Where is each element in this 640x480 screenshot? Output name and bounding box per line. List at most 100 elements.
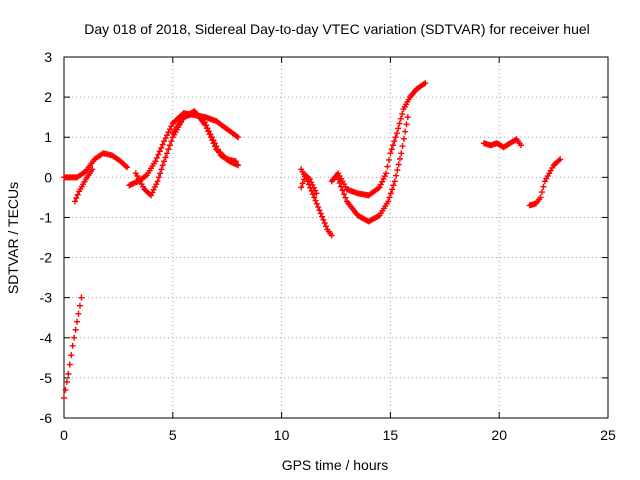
data-point (400, 135, 407, 142)
data-point (383, 170, 390, 177)
chart-title: Day 018 of 2018, Sidereal Day-to-day VTE… (84, 21, 590, 37)
y-tick-label: -2 (40, 250, 53, 266)
data-point (74, 191, 81, 198)
data-point (152, 158, 159, 165)
y-tick-label: -5 (40, 370, 53, 386)
data-point (320, 216, 327, 223)
data-point (335, 176, 342, 183)
y-tick-label: 1 (44, 129, 52, 145)
data-point (388, 146, 395, 153)
data-point (538, 189, 545, 196)
data-point (422, 80, 429, 87)
data-point (381, 173, 388, 180)
data-point (391, 138, 398, 145)
data-point (207, 134, 214, 141)
data-point (309, 191, 316, 198)
data-point (315, 204, 322, 211)
data-point (384, 163, 391, 170)
data-point (392, 134, 399, 141)
data-point (338, 183, 345, 190)
data-point (393, 172, 400, 179)
data-point (387, 190, 394, 197)
data-point (339, 187, 346, 194)
data-point (202, 122, 209, 129)
series-seg-l (526, 156, 564, 209)
data-point (540, 183, 547, 190)
data-point (71, 198, 78, 205)
data-point (165, 146, 172, 153)
data-point (158, 166, 165, 173)
data-point (402, 128, 409, 135)
data-point (313, 190, 320, 197)
data-point (211, 143, 218, 150)
data-point (78, 294, 85, 301)
series-seg-f (169, 108, 239, 165)
series-seg-h (298, 172, 320, 197)
data-point (161, 158, 168, 165)
data-point (162, 154, 169, 161)
data-point (159, 162, 166, 169)
data-point (385, 156, 392, 163)
data-point (316, 207, 323, 214)
data-point (74, 318, 81, 325)
data-point (76, 302, 83, 309)
data-point (151, 183, 158, 190)
y-tick-label: -6 (40, 410, 53, 426)
data-point (66, 361, 73, 368)
x-tick-label: 25 (600, 427, 616, 443)
data-point (386, 194, 393, 201)
y-tick-label: 0 (44, 169, 52, 185)
data-point (235, 162, 242, 169)
data-point (342, 194, 349, 201)
data-point (387, 150, 394, 157)
data-point (311, 194, 318, 201)
data-point (69, 342, 76, 349)
data-point (298, 184, 305, 191)
data-point (385, 198, 392, 205)
data-point (379, 178, 386, 185)
series-seg-k (480, 136, 524, 151)
data-point (62, 386, 69, 393)
data-point (65, 370, 72, 377)
data-point (165, 129, 172, 136)
data-point (210, 140, 217, 147)
y-tick-label: -1 (40, 209, 53, 225)
data-point (299, 180, 306, 187)
data-point (163, 150, 170, 157)
data-point (72, 326, 79, 333)
data-point (340, 191, 347, 198)
data-point (155, 174, 162, 181)
data-point (313, 200, 320, 207)
data-point (168, 138, 175, 145)
x-tick-label: 5 (169, 427, 177, 443)
data-point (328, 232, 335, 239)
data-point (75, 310, 82, 317)
data-point (380, 175, 387, 182)
data-point (403, 121, 410, 128)
data-point (166, 126, 173, 133)
data-point (393, 130, 400, 137)
data-point (153, 181, 160, 188)
data-point (557, 156, 564, 163)
data-point (390, 142, 397, 149)
grid-lines (64, 57, 608, 418)
data-point (63, 378, 70, 385)
data-point (71, 334, 78, 341)
y-tick-label: 2 (44, 89, 52, 105)
data-point (157, 170, 164, 177)
data-point (89, 166, 96, 173)
data-point (155, 151, 162, 158)
data-point (158, 144, 165, 151)
data-point (397, 115, 404, 122)
series-seg-c (61, 294, 85, 401)
data-point (389, 186, 396, 193)
series-seg-b (71, 166, 96, 205)
data-point (394, 167, 401, 174)
x-tick-label: 15 (383, 427, 399, 443)
data-point (322, 223, 329, 230)
data-point (163, 132, 170, 139)
data-point (209, 137, 216, 144)
y-axis-label: SDTVAR / TECUs (5, 182, 21, 294)
y-tick-label: 3 (44, 49, 52, 65)
